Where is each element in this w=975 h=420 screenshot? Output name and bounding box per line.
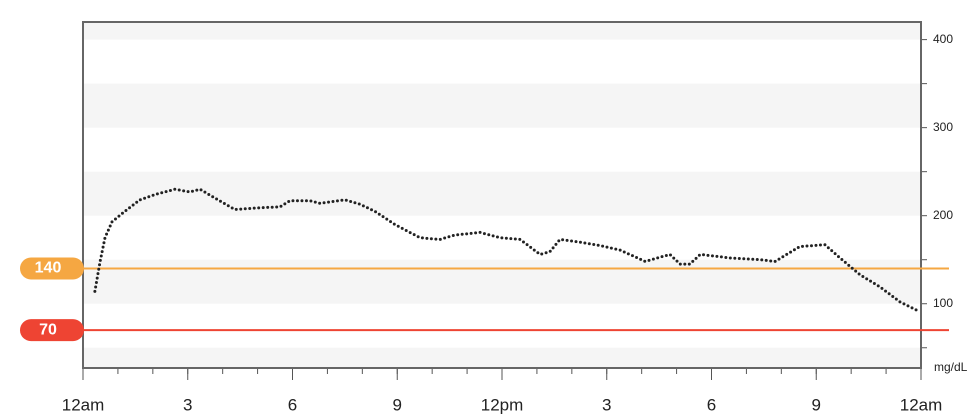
y-tick-label: 300	[933, 120, 953, 134]
x-tick-label: 3	[602, 395, 611, 414]
y-tick-label: 400	[933, 32, 953, 46]
x-tick-label: 9	[393, 395, 402, 414]
band	[83, 83, 921, 128]
x-tick-label: 12am	[62, 395, 105, 414]
target-label: 140	[35, 260, 62, 277]
x-tick-label: 6	[288, 395, 297, 414]
y-tick-label: 200	[933, 208, 953, 222]
glucose-trace	[93, 187, 920, 313]
target-pill	[20, 319, 84, 342]
plot-frame	[82, 21, 922, 369]
x-tick-label: 3	[183, 395, 192, 414]
x-tick-label: 6	[707, 395, 716, 414]
y-tick-label: 100	[933, 296, 953, 310]
x-tick-label: 12am	[900, 395, 943, 414]
band	[83, 22, 921, 40]
target-pill	[20, 257, 84, 280]
x-tick-label: 12pm	[481, 395, 524, 414]
y-unit: mg/dL	[934, 360, 968, 374]
band	[83, 259, 921, 304]
target-label: 70	[39, 321, 57, 338]
band	[83, 171, 921, 216]
x-tick-label: 9	[812, 395, 821, 414]
band	[83, 347, 921, 368]
